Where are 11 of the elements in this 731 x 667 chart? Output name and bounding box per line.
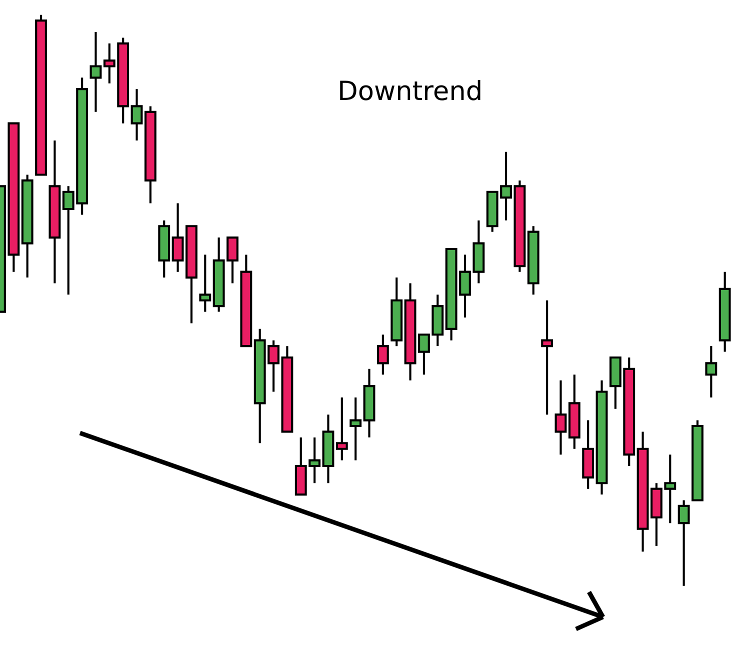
- candlestick: [336, 396, 348, 462]
- text: Downtrend: [340, 80, 480, 100]
- candlestick: [678, 499, 690, 587]
- candlestick: [554, 379, 567, 456]
- candlestick: [541, 299, 554, 416]
- candlestick: [90, 30, 102, 113]
- candlestick: [376, 334, 389, 376]
- candlestick: [130, 88, 143, 142]
- candlestick: [705, 345, 718, 399]
- candlestick: [199, 254, 212, 313]
- candlestick: [350, 396, 362, 462]
